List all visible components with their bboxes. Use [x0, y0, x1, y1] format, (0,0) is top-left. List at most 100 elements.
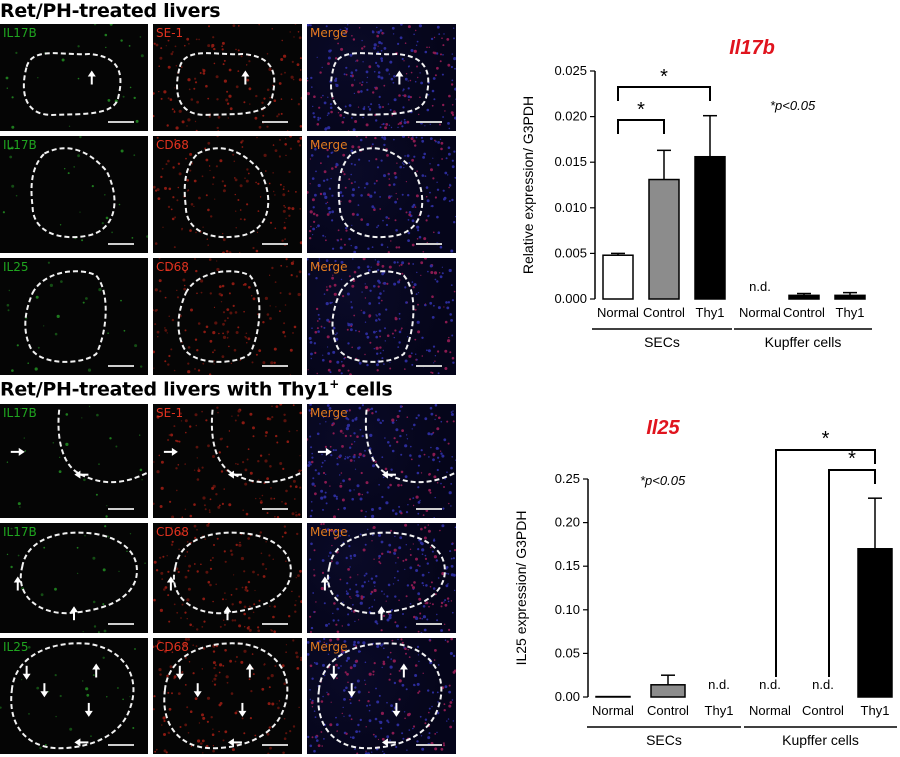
arrow-layer	[395, 70, 404, 85]
micrograph-overlay	[0, 24, 148, 131]
section-title-top-text: Ret/PH-treated livers	[0, 0, 221, 22]
micrograph-panel: IL17B	[0, 404, 148, 518]
micrograph-label: IL17B	[3, 138, 37, 152]
x-tick-label: Control	[802, 703, 844, 718]
y-tick-label: 0.020	[554, 109, 587, 124]
micrograph-panel: IL25	[0, 638, 148, 754]
region-outline	[339, 148, 423, 237]
arrow-icon	[13, 576, 22, 591]
significance-star: *	[660, 66, 668, 88]
y-tick-label: 0.20	[555, 515, 580, 530]
micrograph-label: Merge	[310, 260, 348, 274]
micrograph-label: IL17B	[3, 26, 37, 40]
scale-bar	[262, 243, 288, 245]
arrow-icon	[245, 663, 254, 678]
micrograph-panel: IL17B	[0, 136, 148, 253]
arrow-icon	[347, 683, 356, 698]
micrograph-overlay	[153, 638, 302, 754]
scale-bar	[262, 744, 288, 746]
micrograph-panel: CD68	[153, 258, 302, 375]
micrograph-overlay	[153, 523, 302, 633]
scale-bar	[108, 508, 134, 510]
micrograph-panel: CD68	[153, 638, 302, 754]
significance-star: *	[822, 428, 830, 450]
arrow-layer	[317, 447, 396, 479]
scale-bar	[416, 744, 442, 746]
arrow-icon	[238, 702, 247, 717]
section-title-bottom: Ret/PH-treated livers with Thy1+ cells	[0, 377, 393, 400]
significance-note: *p<0.05	[640, 473, 686, 488]
micrograph-label: SE-1	[156, 406, 184, 420]
micrograph-overlay	[153, 24, 302, 131]
bar	[648, 178, 680, 300]
micrograph-texture	[153, 404, 302, 518]
scale-bar	[108, 365, 134, 367]
group-label: SECs	[644, 334, 680, 350]
group-label: SECs	[646, 732, 682, 748]
nd-label: n.d.	[749, 279, 771, 294]
scale-bar	[108, 623, 134, 625]
arrow-layer	[0, 258, 148, 375]
region-outline	[185, 148, 269, 237]
arrow-layer	[163, 447, 242, 479]
x-tick-label: Normal	[749, 703, 791, 718]
micrograph-panel: CD68	[153, 136, 302, 253]
micrograph-texture	[153, 24, 302, 131]
x-tick-label: Control	[783, 305, 825, 320]
y-tick-label: 0.00	[555, 689, 580, 704]
arrow-layer	[175, 663, 254, 747]
micrograph-texture	[2, 136, 148, 242]
micrograph-texture	[6, 525, 146, 633]
arrow-icon	[329, 665, 338, 680]
arrow-icon	[395, 70, 404, 85]
arrow-icon	[70, 606, 78, 621]
arrow-icon	[241, 70, 250, 85]
x-tick-label: Normal	[739, 305, 781, 320]
micrograph-label: IL17B	[3, 525, 37, 539]
arrow-layer	[307, 258, 456, 375]
scale-bar	[416, 121, 442, 123]
bar	[650, 684, 686, 698]
arrow-icon	[10, 447, 25, 456]
x-tick-label: Thy1	[705, 703, 734, 718]
arrow-layer	[166, 576, 232, 621]
arrow-icon	[87, 70, 96, 85]
group-label: Kupffer cells	[782, 732, 859, 748]
scale-bar	[416, 365, 442, 367]
micrograph-overlay	[0, 258, 148, 375]
micrograph-panel: Merge	[307, 136, 456, 253]
micrograph-texture	[6, 405, 143, 518]
arrow-layer	[307, 136, 456, 253]
chart-il17b: Il17b *p<0.05 0.000 0.005 0.010 0.015 0.020 0.0…	[520, 37, 872, 350]
micrograph-panel: IL17B	[0, 24, 148, 131]
scale-bar	[262, 121, 288, 123]
region-outline	[24, 53, 121, 115]
micrograph-panel: SE-1	[153, 404, 302, 518]
x-tick-label: Thy1	[696, 305, 725, 320]
micrograph-overlay	[0, 638, 148, 754]
x-tick-label: Control	[643, 305, 685, 320]
arrow-layer	[329, 663, 408, 747]
arrow-layer	[13, 576, 78, 621]
arrow-icon	[399, 663, 408, 678]
region-outline	[318, 643, 441, 748]
micrograph-overlay	[307, 136, 456, 253]
micrograph-texture	[153, 638, 302, 754]
micrograph-overlay	[307, 638, 456, 754]
arrow-icon	[227, 738, 242, 747]
bar	[834, 294, 866, 300]
arrow-icon	[22, 665, 31, 680]
arrow-icon	[175, 665, 184, 680]
chart-title: Il25	[646, 417, 680, 439]
significance-bracket	[828, 469, 876, 677]
micrograph-label: Merge	[310, 525, 348, 539]
arrow-icon	[381, 738, 396, 747]
region-outline	[331, 53, 428, 115]
region-outline	[21, 533, 137, 614]
arrow-layer	[153, 258, 302, 375]
x-tick-label: Thy1	[836, 305, 865, 320]
significance-bracket	[775, 449, 876, 677]
nd-label: n.d.	[759, 677, 781, 692]
micrograph-panel: Merge	[307, 638, 456, 754]
y-tick-label: 0.15	[555, 558, 580, 573]
